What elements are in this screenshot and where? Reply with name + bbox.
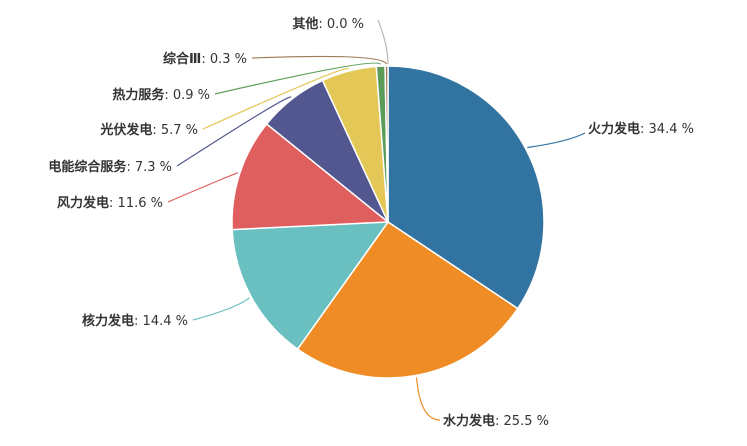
slice-1-leader — [416, 377, 441, 421]
slice-4-label: 电能综合服务: 7.3 % — [48, 159, 172, 175]
slice-6-label-value: : 0.9 % — [164, 88, 210, 103]
slice-7-leader — [251, 55, 388, 65]
slice-7-label-value: : 0.3 % — [201, 52, 247, 67]
slice-5-label-value: : 5.7 % — [152, 123, 198, 138]
slice-2 — [231, 221, 390, 351]
slice-8-label-value: : 0.0 % — [318, 17, 364, 32]
slice-8-label: 其他: 0.0 % — [292, 16, 364, 32]
slice-1 — [296, 220, 519, 379]
slice-2-label: 核力发电: 14.4 % — [82, 313, 188, 329]
slice-3-label-name: 风力发电 — [57, 195, 109, 211]
slice-6-leader — [214, 62, 382, 95]
slice-1-label: 水力发电: 25.5 % — [443, 413, 549, 429]
slice-4-label-value: : 7.3 % — [126, 160, 172, 175]
slice-7 — [384, 65, 389, 223]
slice-0-leader — [527, 132, 586, 149]
slice-4-label-name: 电能综合服务 — [48, 159, 127, 175]
pie-slices — [231, 65, 545, 379]
slice-5-label-name: 光伏发电 — [99, 122, 152, 138]
slice-0-label-value: : 34.4 % — [640, 122, 694, 137]
slice-8-leader — [377, 19, 389, 65]
slice-1-label-value: : 25.5 % — [495, 414, 549, 429]
slice-2-label-name: 核力发电 — [82, 313, 134, 329]
slice-3-label: 风力发电: 11.6 % — [57, 195, 163, 211]
slice-1-label-name: 水力发电 — [443, 413, 495, 429]
slice-0-label-name: 火力发电 — [588, 121, 640, 137]
slice-6-label-name: 热力服务 — [112, 87, 165, 103]
slice-6-label: 热力服务: 0.9 % — [112, 87, 210, 103]
slice-5-label: 光伏发电: 5.7 % — [99, 122, 198, 138]
slice-3-label-value: : 11.6 % — [109, 196, 163, 211]
slice-2-label-value: : 14.4 % — [134, 314, 188, 329]
slice-7-label: 综合Ⅲ: 0.3 % — [163, 51, 247, 67]
slice-0-label: 火力发电: 34.4 % — [588, 121, 694, 137]
slice-labels: 火力发电: 34.4 % 水力发电: 25.5 % 核力发电: 14.4 % 风力发电… — [48, 16, 694, 429]
slice-7-label-name: 综合Ⅲ — [163, 51, 201, 67]
slice-3-leader — [167, 172, 239, 203]
slice-8-label-name: 其他 — [292, 16, 318, 32]
leader-lines — [167, 19, 586, 421]
slice-2-leader — [192, 297, 250, 321]
slice-4-leader — [176, 96, 292, 167]
slice-3 — [231, 122, 391, 231]
slice-5-leader — [202, 67, 349, 130]
